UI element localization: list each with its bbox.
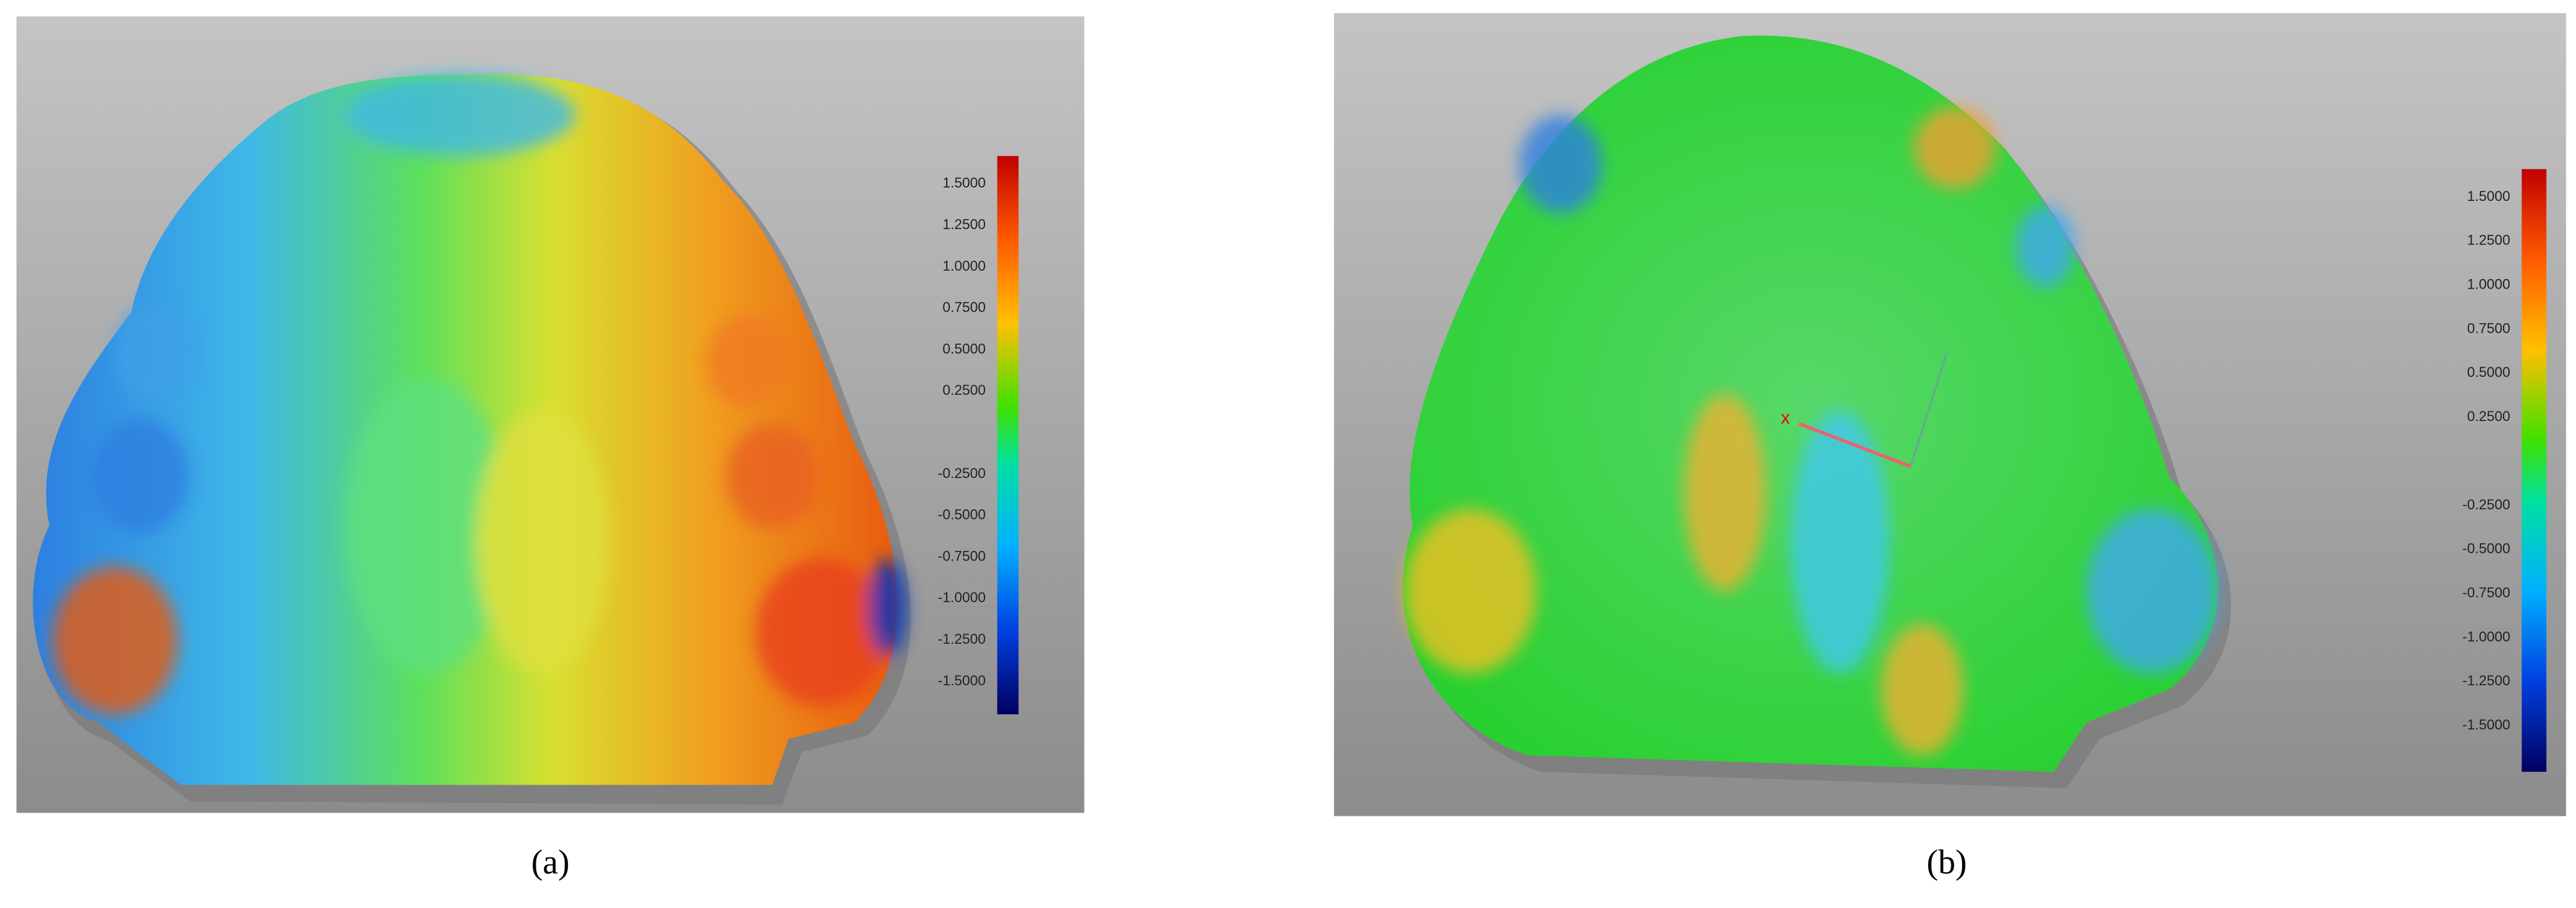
scale-label: 1.5000 [2467, 188, 2510, 204]
scale-label: -0.7500 [2463, 585, 2511, 601]
scale-label: 0.5000 [942, 340, 985, 356]
scale-label: -1.5000 [2463, 717, 2511, 733]
scale-label: 0.5000 [2467, 364, 2510, 380]
scale-label: -0.7500 [938, 548, 986, 564]
scale-label: 0.7500 [2467, 320, 2510, 336]
scale-label: -1.0000 [2463, 628, 2511, 644]
scale-label: -0.5000 [2463, 541, 2511, 557]
scale-label: -0.5000 [938, 507, 986, 523]
axis-marker: x [1781, 407, 1790, 427]
scale-label: 1.5000 [942, 175, 985, 191]
scale-label: 0.7500 [942, 299, 985, 315]
arch-model [33, 74, 911, 805]
panel-label: (a) [531, 843, 570, 881]
labels: (a) 1.5000 1.2500 1.0000 0.7500 0.5000 0.2500 -… [531, 175, 2510, 881]
scale-label: -1.0000 [938, 589, 986, 605]
scale-label: 0.2500 [2467, 408, 2510, 424]
scale-label: 1.0000 [942, 258, 985, 274]
scale-label: -1.5000 [938, 673, 986, 689]
scale-label: -0.2500 [938, 465, 986, 481]
scale-label: 0.2500 [942, 382, 985, 398]
color-scale-bar [2522, 169, 2547, 772]
scale-label: -1.2500 [938, 631, 986, 647]
panel-label: (b) [1927, 843, 1967, 881]
scale-label: -0.2500 [2463, 497, 2511, 513]
scale-label: 1.0000 [2467, 276, 2510, 292]
color-scale-bar [997, 155, 1019, 715]
scale-label: 1.2500 [942, 216, 985, 232]
scale-label: -1.2500 [2463, 673, 2511, 689]
arch-model: x [1403, 35, 2232, 788]
scale-label: 1.2500 [2467, 232, 2510, 248]
